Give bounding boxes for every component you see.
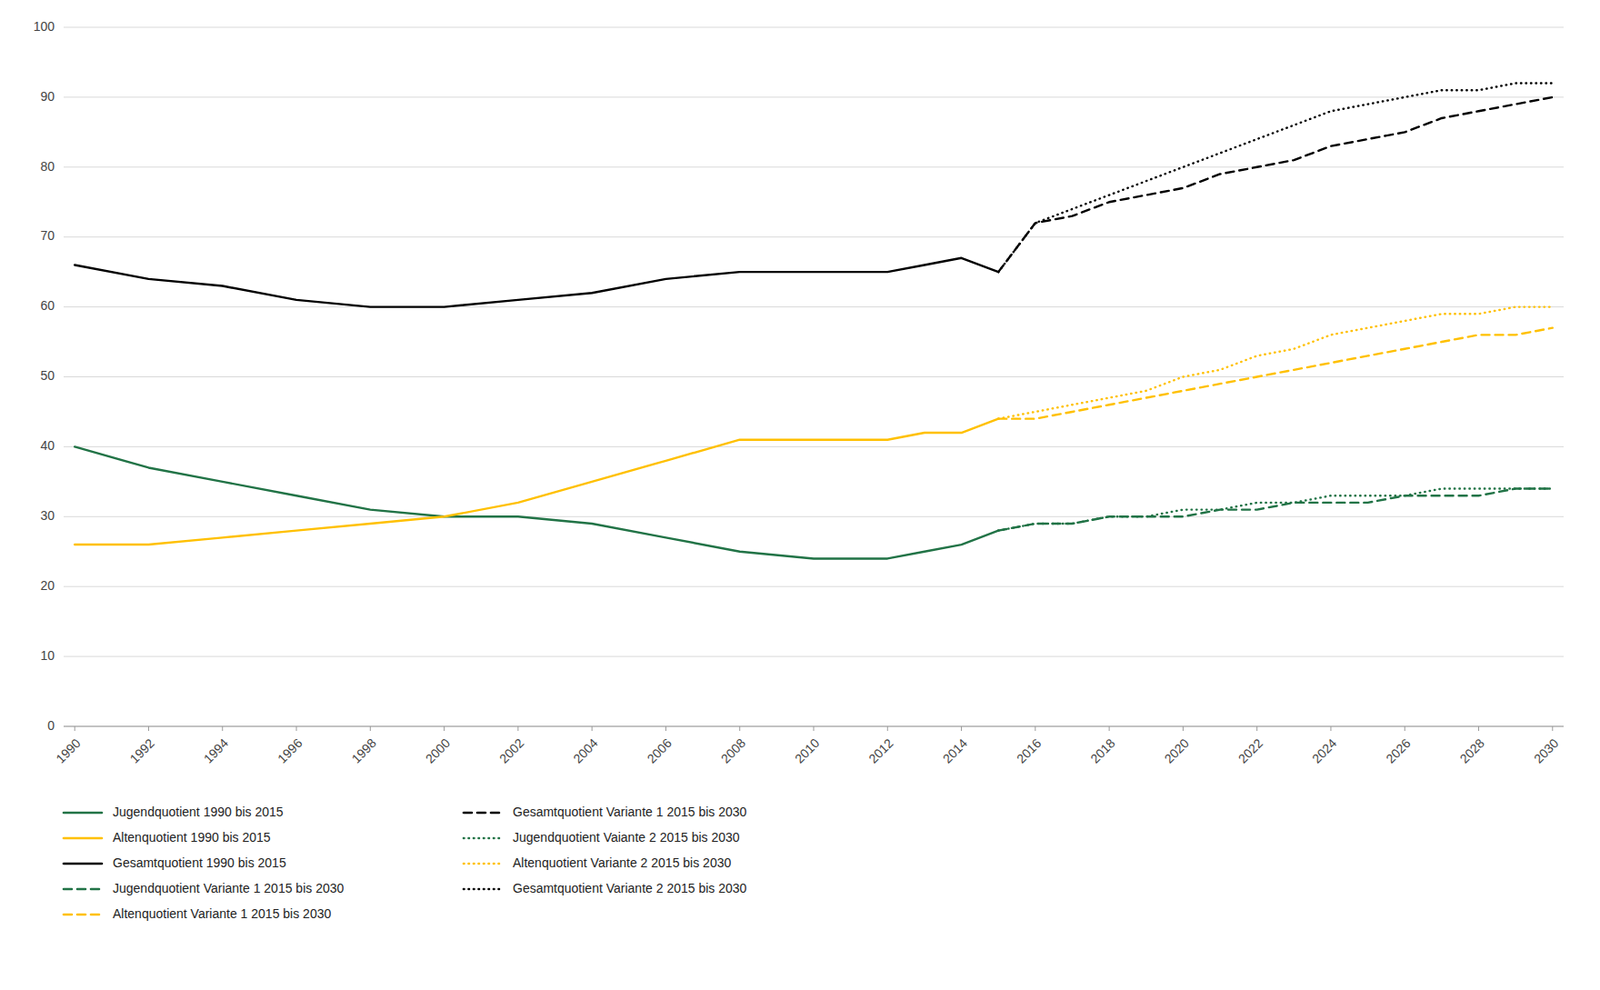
x-tick-label: 2008 <box>718 735 749 766</box>
y-tick-label: 10 <box>40 648 55 663</box>
x-tick <box>665 726 667 731</box>
legend-label: Gesamtquotient Variante 1 2015 bis 2030 <box>512 804 748 820</box>
legend-swatch <box>63 811 102 815</box>
legend-swatch <box>463 888 502 891</box>
grid-line <box>63 376 1564 378</box>
y-tick-label: 80 <box>40 159 55 174</box>
grid-line <box>63 656 1564 658</box>
x-tick <box>296 726 298 731</box>
x-tick-label: 2012 <box>865 735 896 766</box>
series-line <box>74 258 999 308</box>
x-tick <box>1256 726 1258 731</box>
chart: 0102030405060708090100199019921994199619… <box>0 0 1600 990</box>
legend-swatch <box>63 913 102 917</box>
grid-line <box>63 27 1564 29</box>
legend-swatch <box>63 862 102 866</box>
x-tick-label: 2024 <box>1309 735 1340 766</box>
x-tick-label: 2006 <box>644 735 675 766</box>
series-line <box>998 489 1553 531</box>
series-line <box>998 328 1553 420</box>
x-tick-label: 2030 <box>1530 735 1561 766</box>
x-tick-label: 1990 <box>52 735 83 766</box>
x-tick <box>887 726 889 731</box>
y-tick-label: 90 <box>40 89 55 104</box>
grid-line <box>63 306 1564 308</box>
grid-line <box>63 96 1564 98</box>
y-axis: 0 10 20 30 40 50 60 70 80 90 100 <box>33 19 1564 733</box>
legend-swatch <box>63 837 102 840</box>
x-tick <box>960 726 962 731</box>
x-tick-label: 2022 <box>1235 735 1266 766</box>
x-tick <box>1551 726 1553 731</box>
y-tick-label: 0 <box>47 718 55 733</box>
grid-line <box>63 516 1564 518</box>
legend: Jugendquotient 1990 bis 2015 Altenquotien… <box>63 804 748 921</box>
x-tick-label: 2010 <box>791 735 822 766</box>
y-tick-label: 100 <box>33 19 56 34</box>
x-tick <box>517 726 519 731</box>
x-tick-label: 2026 <box>1382 735 1413 766</box>
x-tick-label: 2020 <box>1161 735 1192 766</box>
x-tick <box>813 726 815 731</box>
legend-label: Jugendquotient Variante 1 2015 bis 2030 <box>112 880 344 896</box>
x-tick <box>221 726 223 731</box>
grid-line <box>63 236 1564 238</box>
legend-label: Gesamtquotient 1990 bis 2015 <box>112 855 287 870</box>
legend-label: Altenquotient Variante 1 2015 bis 2030 <box>112 906 331 921</box>
x-tick <box>739 726 740 731</box>
x-tick-label: 2018 <box>1087 735 1118 766</box>
x-tick <box>1034 726 1036 731</box>
x-tick-label: 2028 <box>1457 735 1488 766</box>
legend-swatch <box>463 811 502 815</box>
legend-label: Altenquotient 1990 bis 2015 <box>112 830 271 845</box>
x-tick-label: 2004 <box>570 735 600 766</box>
series-line <box>998 307 1553 420</box>
y-tick-label: 20 <box>40 578 55 593</box>
legend-swatch <box>463 862 502 866</box>
y-tick-label: 40 <box>40 438 55 453</box>
legend-label: Jugendquotient 1990 bis 2015 <box>112 804 284 820</box>
grid-line <box>63 166 1564 168</box>
plot-area <box>74 83 1553 560</box>
x-tick-label: 1992 <box>127 735 158 766</box>
x-tick <box>1109 726 1110 731</box>
x-tick-label: 2014 <box>940 735 970 766</box>
series-line <box>998 97 1553 272</box>
x-tick-label: 1996 <box>274 735 305 766</box>
background <box>0 0 1600 990</box>
x-tick-label: 2002 <box>496 735 527 766</box>
x-tick <box>1404 726 1406 731</box>
series-line <box>998 83 1553 273</box>
x-tick <box>1330 726 1331 731</box>
y-tick-label: 60 <box>40 298 55 313</box>
legend-label: Altenquotient Variante 2 2015 bis 2030 <box>512 855 731 870</box>
grid-line <box>63 586 1564 588</box>
series-line <box>74 419 999 545</box>
x-tick <box>148 726 150 731</box>
legend-swatch <box>63 888 102 891</box>
x-tick <box>370 726 371 731</box>
x-tick-label: 1994 <box>200 735 231 766</box>
series-line <box>74 446 999 559</box>
legend-swatch <box>463 837 502 840</box>
x-tick <box>1182 726 1184 731</box>
grid-line <box>63 446 1564 448</box>
x-tick-label: 1998 <box>348 735 379 766</box>
x-tick <box>1478 726 1480 731</box>
y-tick-label: 30 <box>40 508 55 523</box>
x-tick <box>443 726 445 731</box>
legend-label: Jugendquotient Vaiante 2 2015 bis 2030 <box>512 830 740 845</box>
x-tick-label: 2000 <box>422 735 453 766</box>
x-tick <box>591 726 593 731</box>
x-tick-label: 2016 <box>1013 735 1044 766</box>
y-tick-label: 50 <box>40 368 55 383</box>
x-tick <box>74 726 76 731</box>
x-axis: 1990 1992 1994 1996 1998 2000 2002 2004 2006 2008… <box>52 726 1564 767</box>
series-line <box>998 489 1553 531</box>
y-tick-label: 70 <box>40 228 55 243</box>
legend-label: Gesamtquotient Variante 2 2015 bis 2030 <box>512 880 748 896</box>
